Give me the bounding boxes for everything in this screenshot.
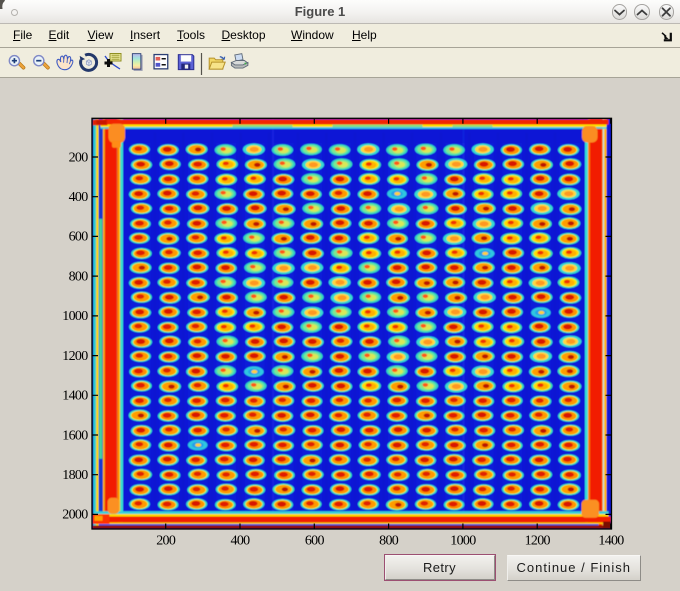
svg-text:800: 800	[69, 269, 89, 284]
svg-text:400: 400	[231, 534, 251, 549]
svg-text:1600: 1600	[62, 428, 88, 443]
svg-text:1400: 1400	[62, 389, 88, 404]
svg-text:400: 400	[69, 190, 89, 205]
svg-text:200: 200	[156, 534, 176, 549]
svg-text:800: 800	[379, 534, 399, 549]
svg-text:1800: 1800	[62, 468, 88, 483]
svg-text:1000: 1000	[450, 534, 476, 549]
svg-text:600: 600	[69, 230, 89, 245]
svg-text:1200: 1200	[62, 349, 88, 364]
svg-text:1400: 1400	[598, 534, 624, 549]
svg-text:1200: 1200	[525, 534, 551, 549]
svg-text:1000: 1000	[62, 309, 88, 324]
svg-text:200: 200	[69, 150, 89, 165]
svg-text:2000: 2000	[62, 508, 88, 523]
svg-text:600: 600	[305, 534, 325, 549]
